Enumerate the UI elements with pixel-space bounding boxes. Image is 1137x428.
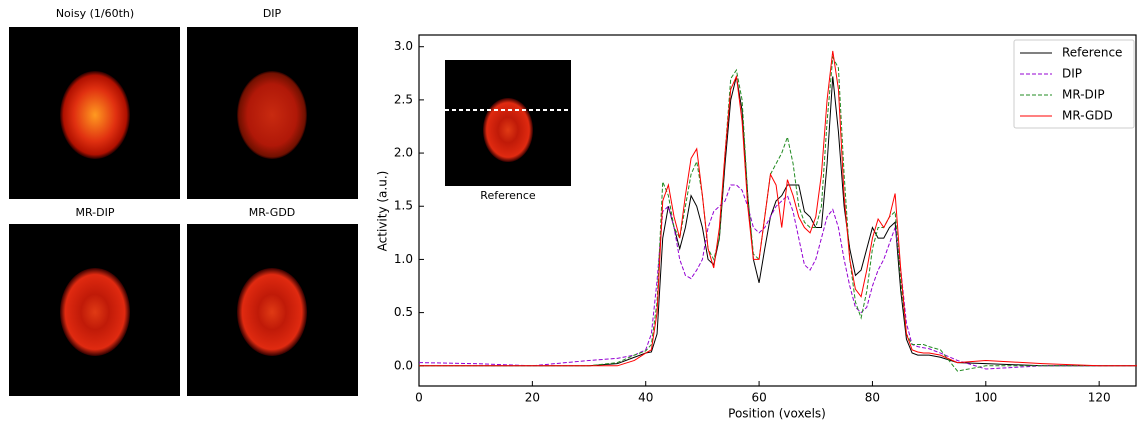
y-tick-label: 1.0 xyxy=(394,252,413,266)
y-tick-label: 0.5 xyxy=(394,305,413,319)
brain xyxy=(237,268,307,356)
legend-label: MR-DIP xyxy=(1062,88,1105,102)
y-tick-label: 2.5 xyxy=(394,92,413,106)
brain xyxy=(60,71,130,159)
panel-title: Noisy (1/60th) xyxy=(56,7,134,20)
y-tick-label: 1.5 xyxy=(394,199,413,213)
legend-box xyxy=(1013,39,1135,129)
x-tick-label: 80 xyxy=(865,391,880,405)
x-tick-label: 100 xyxy=(974,391,997,405)
series-line xyxy=(419,50,1137,367)
image-panels: Noisy (1/60th) DIP MR-DIP MR-GDD xyxy=(9,7,358,396)
brain xyxy=(237,71,307,159)
y-tick-label: 3.0 xyxy=(394,39,413,53)
inset-brain xyxy=(483,98,533,162)
legend-label: Reference xyxy=(1062,46,1122,60)
x-axis-title: Position (voxels) xyxy=(728,407,826,421)
x-tick-label: 40 xyxy=(638,391,653,405)
inset-label: Reference xyxy=(480,189,536,202)
x-tick-label: 0 xyxy=(415,391,423,405)
x-tick-label: 120 xyxy=(1088,391,1111,405)
y-tick-label: 2.0 xyxy=(394,146,413,160)
legend-label: DIP xyxy=(1062,67,1082,81)
x-tick-label: 60 xyxy=(751,391,766,405)
line-chart: Reference Position (voxels) Activity (a.… xyxy=(376,34,1137,421)
panel-title: DIP xyxy=(263,7,282,20)
y-tick-label: 0.0 xyxy=(394,358,413,372)
series-line xyxy=(418,184,1137,370)
legend-label: MR-GDD xyxy=(1062,109,1113,123)
brain xyxy=(60,268,130,356)
series-line xyxy=(419,76,1137,367)
panel-title: MR-DIP xyxy=(75,206,114,219)
y-axis-title: Activity (a.u.) xyxy=(376,171,390,252)
panel-title: MR-GDD xyxy=(249,206,296,219)
x-tick-label: 20 xyxy=(525,391,540,405)
axes-frame xyxy=(418,34,1137,387)
